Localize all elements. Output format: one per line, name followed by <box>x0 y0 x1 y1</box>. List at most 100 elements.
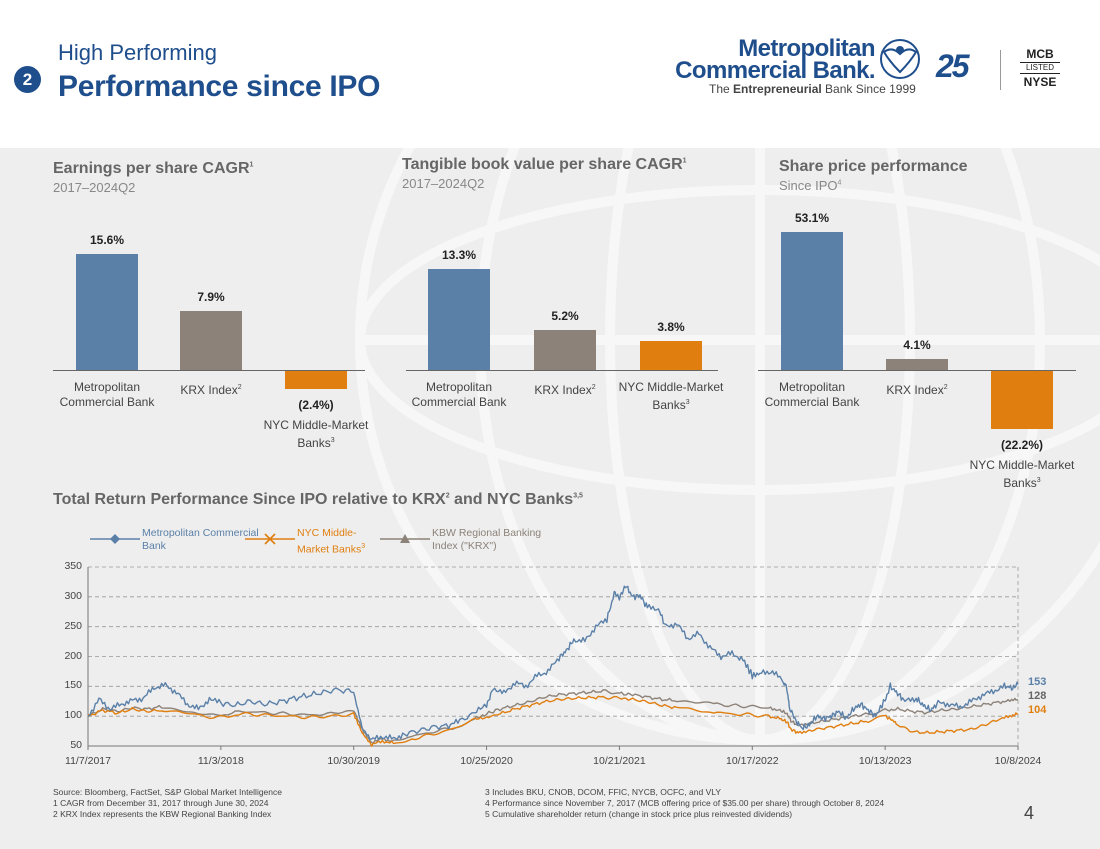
tagline-post: Bank Since 1999 <box>821 82 916 96</box>
category-line: NYC Middle-Market <box>618 380 724 394</box>
category-sup: 2 <box>943 384 948 391</box>
section-subtitle: High Performing <box>58 40 217 65</box>
panel-tbv-title: Tangible book value per share CAGR1 <box>402 156 687 174</box>
tagline-bold: Entrepreneurial <box>733 82 822 96</box>
footnote-2: 2 KRX Index represents the KBW Regional … <box>53 809 272 819</box>
category-line: Banks3 <box>1003 475 1041 490</box>
legend-diamond-marker <box>110 534 120 544</box>
y-tick-label: 250 <box>64 619 82 632</box>
bar-value-label: 3.8% <box>657 320 685 335</box>
category-line: Commercial Bank <box>411 395 507 409</box>
x-tick-label: 10/17/2022 <box>726 755 779 767</box>
bar-1 <box>534 330 596 370</box>
bar-category-label: NYC Middle-Market Banks3 <box>611 380 731 413</box>
category-line: Banks3 <box>297 435 335 450</box>
y-tick-label: 300 <box>64 589 82 602</box>
x-tick-label: 10/8/2024 <box>994 755 1042 767</box>
bar-value-label: 53.1% <box>794 210 830 225</box>
bar-category-label: NYC Middle-Market Banks3 <box>256 418 376 451</box>
bar-0 <box>76 254 138 370</box>
logo-line-2: Commercial Bank. <box>675 57 875 84</box>
panel-share-subtitle: Since IPO4 <box>779 178 841 193</box>
category-line: NYC Middle-Market <box>969 457 1075 472</box>
legend-line: Index ("KRX") <box>432 540 497 552</box>
series-line-x <box>87 695 1019 747</box>
legend-line: Metropolitan Commercial <box>142 527 259 539</box>
line-title-sup1: 2 <box>445 492 450 500</box>
panel-tbv-subtitle: 2017–2024Q2 <box>402 176 485 191</box>
y-tick-label: 350 <box>64 560 82 572</box>
bar-value-label: 15.6% <box>89 233 125 248</box>
category-line: KRX Index2 <box>886 383 948 397</box>
category-sup: 2 <box>237 384 242 391</box>
bar-baseline <box>406 370 718 371</box>
x-tick-label: 10/21/2021 <box>593 755 646 767</box>
bar-category-label: KRX Index2 <box>151 380 271 398</box>
page-number: 4 <box>1024 803 1035 823</box>
bar-1 <box>180 311 242 370</box>
bar-baseline <box>53 370 365 371</box>
bar-0 <box>428 268 490 370</box>
bar-value-label: 4.1% <box>903 338 931 353</box>
panel-eps-title-text: Earnings per share CAGR <box>53 160 250 177</box>
legend-label: Metropolitan Commercial Bank <box>142 527 259 553</box>
bar-value-label: (2.4%) <box>298 397 334 412</box>
panel-tbv-title-text: Tangible book value per share CAGR <box>402 156 683 173</box>
legend-triangle-marker <box>400 534 410 543</box>
logo-line-1: Metropolitan <box>738 35 875 62</box>
category-line: Metropolitan <box>73 380 141 394</box>
panel-share-subtitle-text: Since IPO <box>779 178 838 193</box>
bar-category-label: Metropolitan Commercial Bank <box>752 380 872 410</box>
y-tick-label: 200 <box>64 649 82 662</box>
panel-eps-title: Earnings per share CAGR1 <box>53 160 253 178</box>
line-title-text: Total Return Performance Since IPO relat… <box>53 491 446 508</box>
category-line: KRX Index2 <box>534 383 596 397</box>
legend-line: NYC Middle- <box>297 527 357 539</box>
bar-value-label: 5.2% <box>551 309 579 324</box>
panel-tbv-title-sup: 1 <box>682 157 687 165</box>
content-background <box>0 148 1100 849</box>
bar-2 <box>640 341 702 370</box>
line-title-sup2: 3,5 <box>573 492 583 500</box>
legend-sup: 3 <box>361 543 366 550</box>
category-sup: 3 <box>685 399 690 406</box>
footnote-3: 3 Includes BKU, CNOB, DCOM, FFIC, NYCB, … <box>485 787 722 797</box>
legend-line: Market Banks3 <box>297 543 366 556</box>
nyse-ticker: MCB <box>1026 47 1054 61</box>
x-tick-label: 10/13/2023 <box>858 755 912 767</box>
y-tick-label: 50 <box>70 739 82 751</box>
category-line: Banks3 <box>652 398 690 412</box>
y-tick-label: 150 <box>64 679 82 692</box>
footnote-1: 1 CAGR from December 31, 2017 through Ju… <box>53 798 269 808</box>
x-tick-label: 11/3/2018 <box>197 755 244 767</box>
x-tick-label: 11/7/2017 <box>65 755 111 767</box>
footnote-5: 5 Cumulative shareholder return (change … <box>485 809 793 819</box>
anniversary-mark: 25 <box>936 48 970 84</box>
panel-share-subtitle-sup: 4 <box>837 179 842 187</box>
footnotes-left: Source: Bloomberg, FactSet, S&P Global M… <box>53 787 282 820</box>
legend-label: NYC Middle- Market Banks3 <box>297 527 365 557</box>
y-tick-label: 100 <box>64 709 82 722</box>
category-sup: 3 <box>330 436 335 444</box>
bar-category-label: Metropolitan Commercial Bank <box>399 380 519 410</box>
tagline-pre: The <box>709 82 734 96</box>
panel-eps-title-sup: 1 <box>249 161 254 169</box>
panel-share-title: Share price performance <box>779 158 968 175</box>
legend-x-marker <box>264 533 276 545</box>
category-line: Metropolitan <box>778 380 846 394</box>
x-tick-label: 10/30/2019 <box>327 755 380 767</box>
legend-line: Bank <box>142 540 166 552</box>
bar-2 <box>285 371 347 389</box>
category-sup: 2 <box>591 384 596 391</box>
legend-label: KBW Regional Banking Index ("KRX") <box>432 527 541 553</box>
panel-eps-subtitle: 2017–2024Q2 <box>53 180 136 195</box>
category-line: NYC Middle-Market <box>263 417 369 432</box>
bar-0 <box>781 231 843 370</box>
series-line-triangle <box>87 689 1019 745</box>
category-line: Commercial Bank <box>59 395 155 409</box>
line-chart-title: Total Return Performance Since IPO relat… <box>53 491 583 509</box>
bar-category-label: KRX Index2 <box>505 380 625 398</box>
x-tick-label: 10/25/2020 <box>460 755 513 767</box>
